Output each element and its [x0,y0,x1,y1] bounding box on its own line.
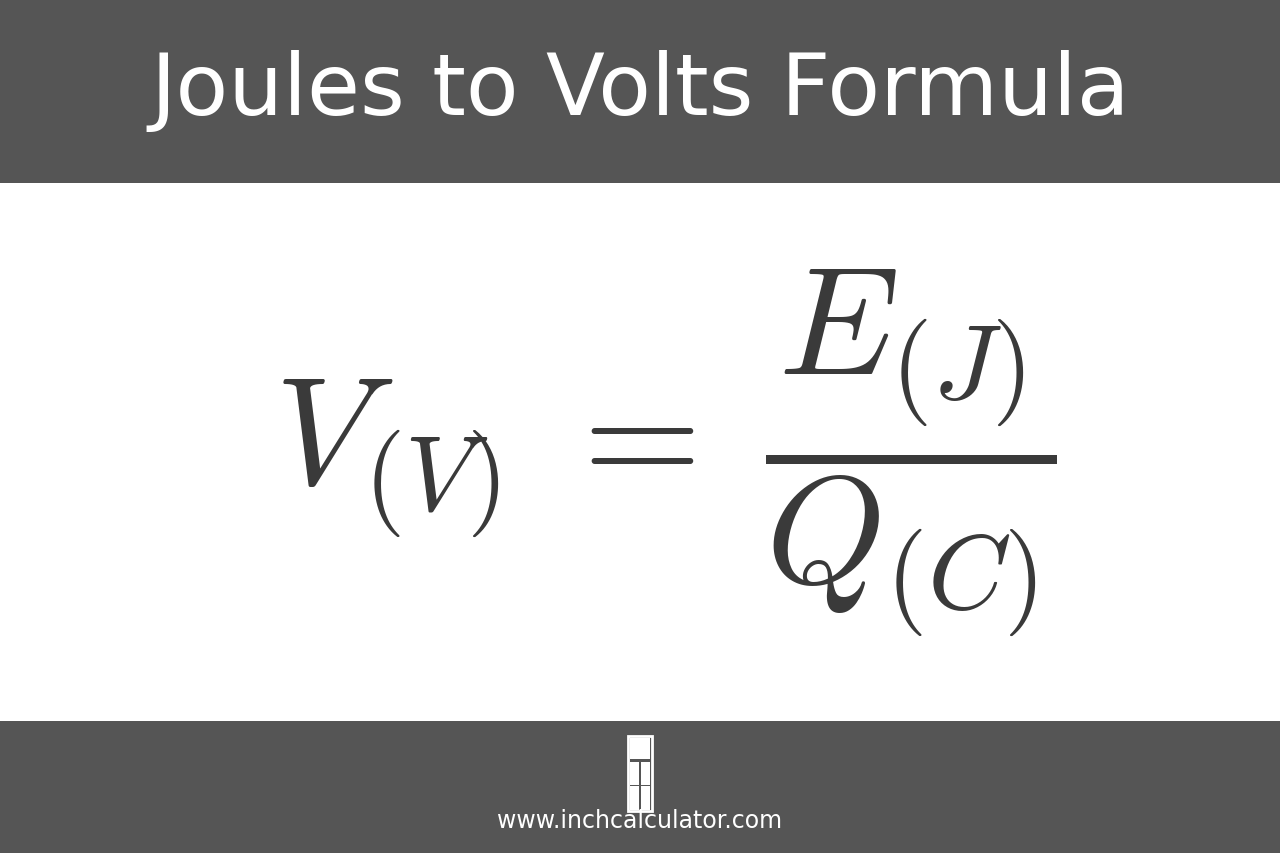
Bar [630,762,639,785]
Bar [630,738,650,759]
Text: www.inchcalculator.com: www.inchcalculator.com [498,808,782,832]
Bar [627,736,653,811]
Bar [0,0,1280,183]
Bar [0,721,1280,853]
Text: $\mathit{V}_{(\mathit{V})}$$\;=\;$$\dfrac{\mathit{E}_{(\mathit{J})}}{\mathit{Q}_: $\mathit{V}_{(\mathit{V})}$$\;=\;$$\dfra… [274,267,1057,637]
Bar [641,762,650,785]
Bar [630,786,639,809]
Bar [641,786,650,809]
Text: Joules to Volts Formula: Joules to Volts Formula [150,50,1130,133]
